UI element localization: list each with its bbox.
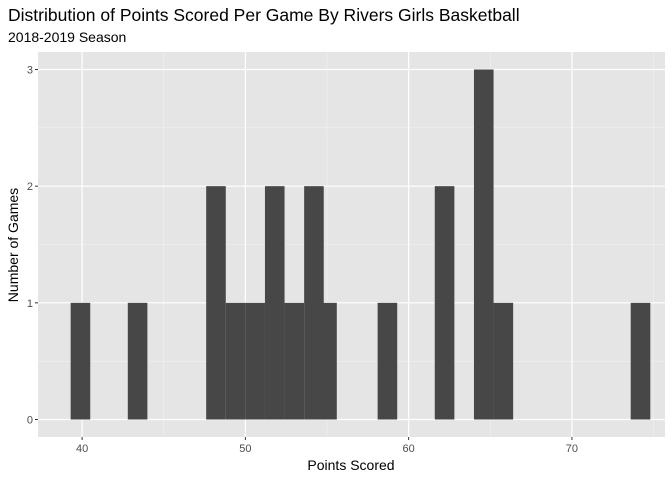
histogram-bar [317,302,337,420]
y-tick-label: 1 [27,298,33,310]
histogram-bar [70,302,91,420]
histogram-bar [206,186,226,420]
y-axis-ticks: 0 1 2 3 [27,65,38,427]
x-axis-title: Points Scored [307,457,394,473]
histogram-bar [630,302,651,420]
y-tick-label: 3 [27,65,33,77]
y-axis-title: Number of Games [5,188,21,302]
histogram-bar [473,69,494,420]
x-axis-ticks: 40 50 60 70 [76,437,578,455]
histogram-bar [245,302,265,420]
y-tick-label: 0 [27,415,33,427]
histogram-bar [434,186,455,420]
histogram-bar [264,186,285,420]
chart-title: Distribution of Points Scored Per Game B… [8,5,520,25]
x-tick-label: 40 [76,443,88,455]
chart-subtitle: 2018-2019 Season [8,29,126,45]
x-tick-label: 50 [239,443,251,455]
major-gridlines [38,52,665,437]
x-tick-label: 60 [403,443,415,455]
y-tick-label: 2 [27,181,33,193]
histogram-bar [225,302,246,420]
histogram-bars [70,69,651,420]
histogram-bar [377,302,398,420]
histogram-bar [127,302,148,420]
histogram-bar [493,302,514,420]
histogram-bar [284,302,305,420]
x-tick-label: 70 [566,443,578,455]
